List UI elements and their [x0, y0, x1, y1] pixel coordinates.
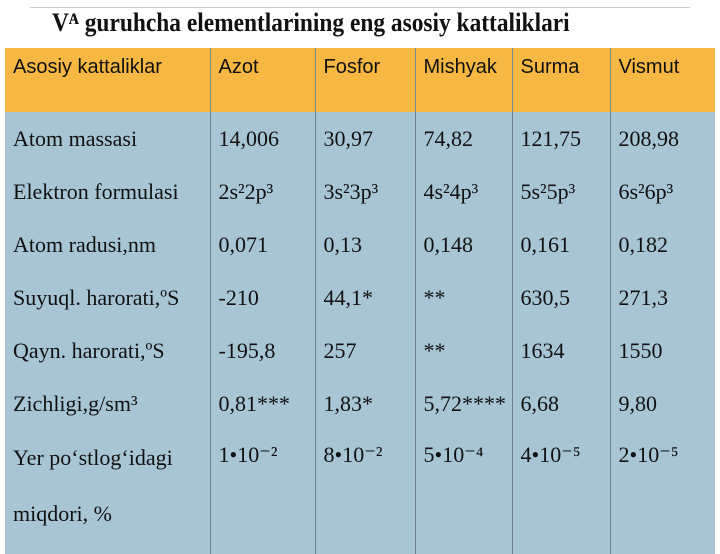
value-cell: 0,161: [511, 218, 610, 271]
value-cell: 257: [314, 324, 415, 377]
table-body: Atom massasi 14,006 30,97 74,82 121,75 208,98…: [5, 112, 715, 554]
page: Vᴬ guruhcha elementlarining eng asosiy k…: [5, 7, 715, 554]
top-rule: [30, 7, 690, 8]
header-cell: Azot: [209, 48, 315, 112]
table-row: Yer po‘stlog‘idagi miqdori, % 1•10⁻² 8•10⁻…: [5, 430, 715, 554]
value-cell: 0,13: [314, 218, 415, 271]
value-cell: 8•10⁻²: [314, 430, 415, 554]
row-label: Yer po‘stlog‘idagi miqdori, %: [5, 430, 210, 554]
value-cell: **: [414, 324, 512, 377]
value-cell: **: [414, 271, 512, 324]
row-label: Suyuql. harorati,ºS: [5, 271, 210, 324]
value-cell: 208,98: [609, 112, 715, 165]
value-cell: 0,81***: [209, 377, 315, 430]
table-row: Atom massasi 14,006 30,97 74,82 121,75 208,98: [5, 112, 715, 165]
header-cell: Fosfor: [314, 48, 415, 112]
table-row: Elektron formulasi 2s²2p³ 3s²3p³ 4s²4p³ 5s²5…: [5, 165, 715, 218]
title: Vᴬ guruhcha elementlarining eng asosiy k…: [52, 8, 570, 37]
value-cell: 2s²2p³: [209, 165, 315, 218]
value-cell: 5•10⁻⁴: [414, 430, 512, 554]
header-row: Asosiy kattaliklar Azot Fosfor Mishyak Surma…: [5, 48, 715, 112]
row-label: Atom massasi: [5, 112, 210, 165]
table-row: Zichligi,g/sm³ 0,81*** 1,83* 5,72**** 6,68 9,…: [5, 377, 715, 430]
table-row: Atom radusi,nm 0,071 0,13 0,148 0,161 0,182: [5, 218, 715, 271]
value-cell: 9,80: [609, 377, 715, 430]
value-cell: 2•10⁻⁵: [609, 430, 715, 554]
properties-table: Asosiy kattaliklar Azot Fosfor Mishyak Surma…: [5, 48, 715, 554]
value-cell: 3s²3p³: [314, 165, 415, 218]
value-cell: 1550: [609, 324, 715, 377]
value-cell: 14,006: [209, 112, 315, 165]
value-cell: 4•10⁻⁵: [511, 430, 610, 554]
table-row: Qayn. harorati,ºS -195,8 257 ** 1634 1550: [5, 324, 715, 377]
value-cell: 1634: [511, 324, 610, 377]
row-label: Atom radusi,nm: [5, 218, 210, 271]
value-cell: 44,1*: [314, 271, 415, 324]
row-label: Qayn. harorati,ºS: [5, 324, 210, 377]
header-cell: Vismut: [609, 48, 715, 112]
value-cell: 6s²6p³: [609, 165, 715, 218]
value-cell: 630,5: [511, 271, 610, 324]
header-cell: Asosiy kattaliklar: [5, 48, 210, 112]
value-cell: 0,182: [609, 218, 715, 271]
value-cell: 271,3: [609, 271, 715, 324]
table-row: Suyuql. harorati,ºS -210 44,1* ** 630,5 271,3: [5, 271, 715, 324]
value-cell: -195,8: [209, 324, 315, 377]
value-cell: 121,75: [511, 112, 610, 165]
header-cell: Mishyak: [414, 48, 512, 112]
value-cell: -210: [209, 271, 315, 324]
value-cell: 30,97: [314, 112, 415, 165]
header-cell: Surma: [511, 48, 610, 112]
row-label: Zichligi,g/sm³: [5, 377, 210, 430]
value-cell: 0,071: [209, 218, 315, 271]
value-cell: 74,82: [414, 112, 512, 165]
value-cell: 5s²5p³: [511, 165, 610, 218]
value-cell: 1,83*: [314, 377, 415, 430]
value-cell: 4s²4p³: [414, 165, 512, 218]
value-cell: 0,148: [414, 218, 512, 271]
value-cell: 5,72****: [414, 377, 512, 430]
value-cell: 6,68: [511, 377, 610, 430]
row-label: Elektron formulasi: [5, 165, 210, 218]
value-cell: 1•10⁻²: [209, 430, 315, 554]
